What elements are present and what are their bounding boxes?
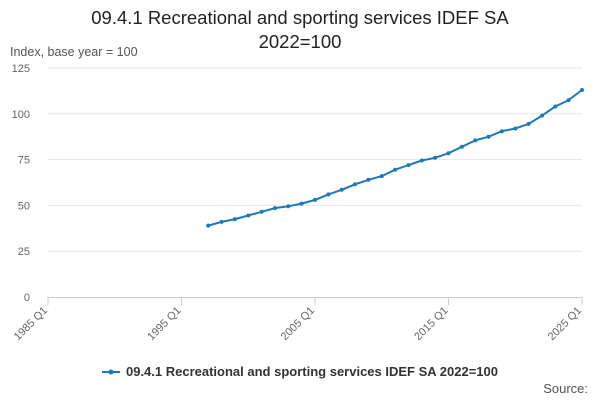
- gridlines: [48, 67, 582, 252]
- data-point[interactable]: [259, 209, 264, 214]
- data-point[interactable]: [313, 197, 317, 202]
- data-point[interactable]: [459, 144, 464, 149]
- data-point[interactable]: [339, 187, 344, 192]
- data-point[interactable]: [406, 163, 411, 168]
- series-group: [206, 88, 584, 228]
- x-tick-label: 2025 Q1: [546, 305, 584, 343]
- data-point[interactable]: [540, 113, 544, 118]
- data-point[interactable]: [206, 223, 211, 228]
- x-tick-label: 2005 Q1: [279, 305, 317, 343]
- data-point[interactable]: [419, 158, 424, 163]
- data-point[interactable]: [513, 126, 518, 131]
- data-point[interactable]: [580, 88, 584, 92]
- y-tick-label: 125: [12, 63, 30, 75]
- data-point[interactable]: [219, 219, 224, 224]
- x-axis-ticks: 1985 Q1 1995 Q1 2005 Q1 2015 Q1 2025 Q1: [12, 297, 584, 343]
- y-axis-ticks: 0 25 50 75 100 125: [12, 63, 30, 304]
- data-point[interactable]: [353, 182, 357, 187]
- data-point[interactable]: [379, 174, 384, 179]
- data-point[interactable]: [366, 177, 371, 182]
- data-point[interactable]: [326, 192, 331, 197]
- source-label: Source:: [543, 381, 588, 396]
- legend-line-marker-icon: [101, 369, 120, 374]
- data-point[interactable]: [553, 104, 558, 109]
- data-point[interactable]: [566, 98, 571, 103]
- data-point[interactable]: [286, 204, 291, 209]
- y-tick-label: 100: [12, 109, 30, 121]
- y-axis-label: Index, base year = 100: [10, 45, 138, 59]
- legend-item[interactable]: 09.4.1 Recreational and sporting service…: [101, 364, 498, 379]
- chart-title: 09.4.1 Recreational and sporting service…: [91, 7, 509, 52]
- data-point[interactable]: [473, 138, 478, 143]
- y-tick-label: 75: [18, 155, 30, 167]
- x-tick-label: 1985 Q1: [12, 305, 50, 343]
- legend: 09.4.1 Recreational and sporting service…: [0, 364, 600, 379]
- data-point[interactable]: [526, 121, 531, 126]
- y-tick-label: 0: [24, 292, 30, 304]
- y-tick-label: 25: [18, 246, 30, 258]
- x-tick-label: 2015 Q1: [412, 305, 450, 343]
- data-point[interactable]: [446, 151, 451, 156]
- data-point[interactable]: [433, 155, 438, 160]
- legend-label: 09.4.1 Recreational and sporting service…: [125, 364, 498, 379]
- data-point[interactable]: [499, 129, 504, 134]
- data-point[interactable]: [246, 213, 251, 218]
- data-point[interactable]: [299, 201, 304, 206]
- data-point[interactable]: [393, 167, 398, 172]
- y-tick-label: 50: [18, 200, 30, 212]
- data-point[interactable]: [232, 217, 237, 222]
- data-point[interactable]: [272, 206, 277, 211]
- x-tick-label: 1995 Q1: [145, 305, 183, 343]
- data-point[interactable]: [486, 134, 491, 139]
